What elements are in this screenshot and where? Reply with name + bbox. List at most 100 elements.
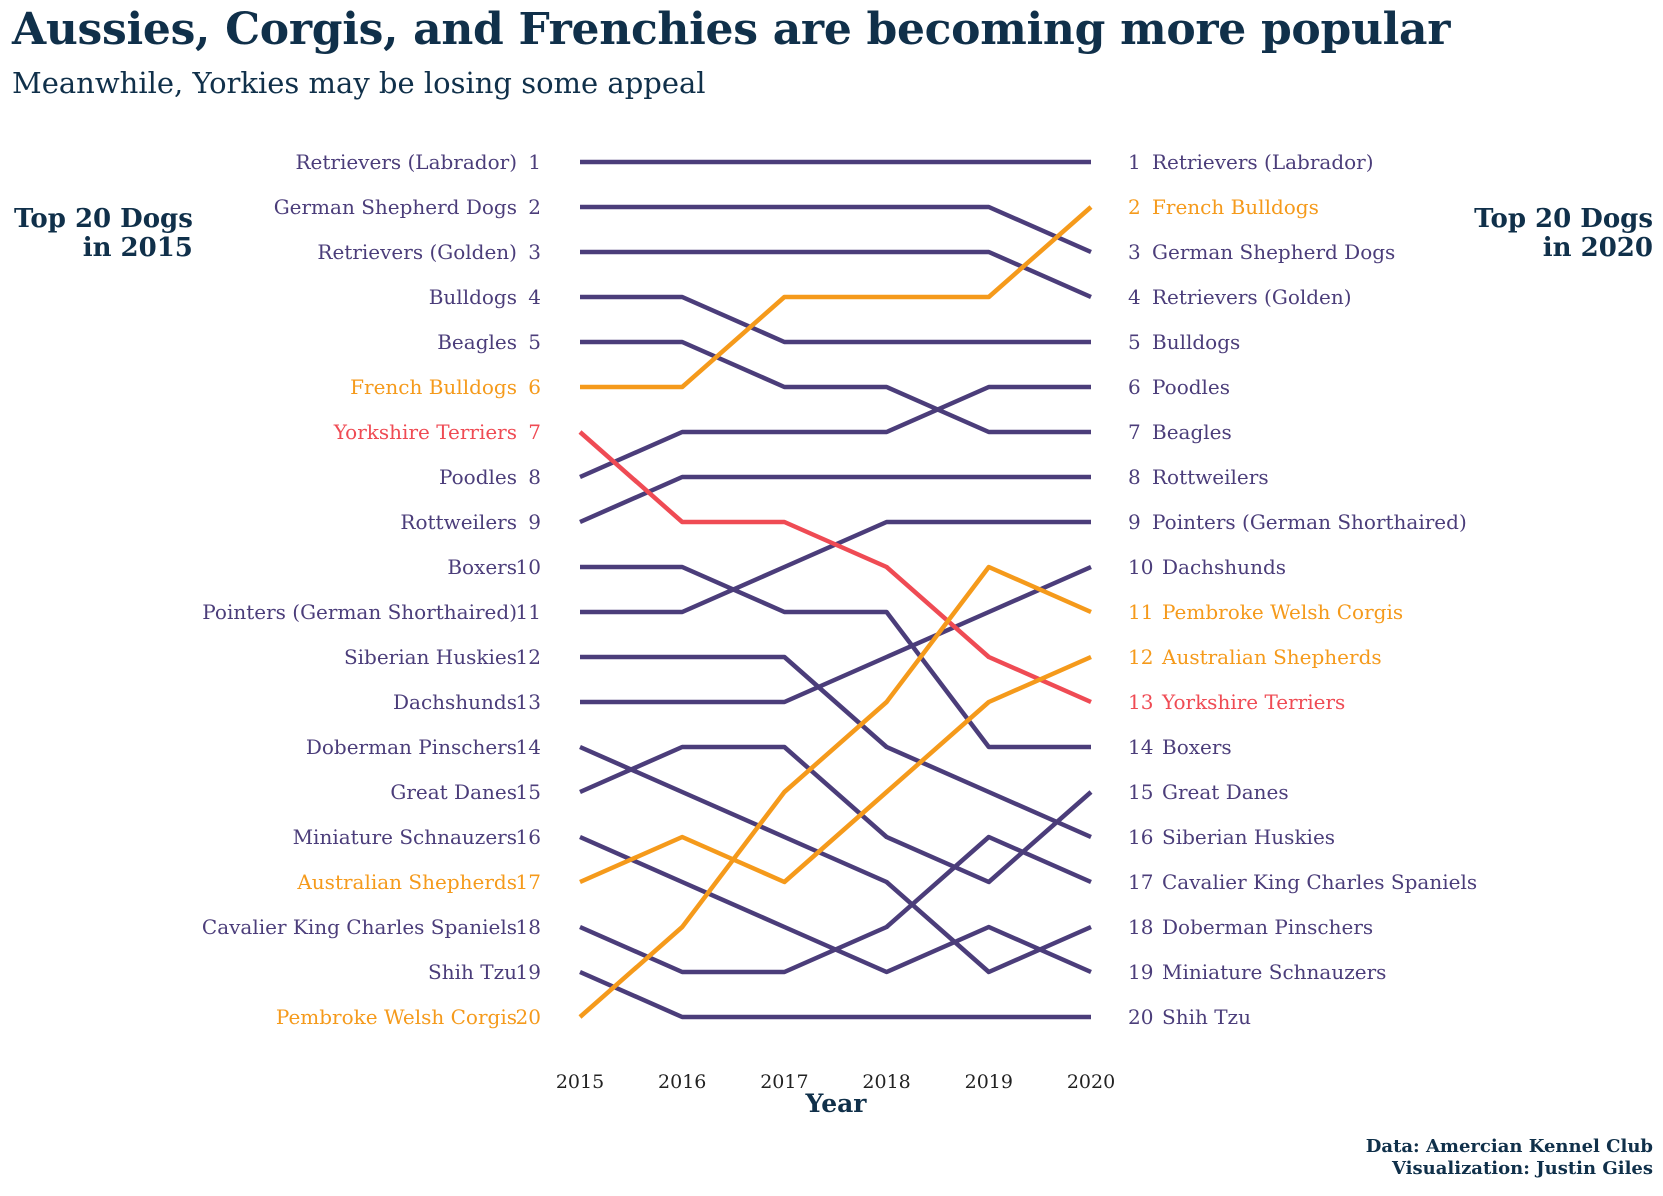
x-axis-ticks: 2015 2016 2017 2018 2019 2020 <box>556 1071 1115 1093</box>
right-label-french-bulldogs: French Bulldogs <box>1152 195 1319 219</box>
left-label-dachshunds: Dachshunds <box>393 690 517 714</box>
left-rank-4: 4 <box>528 285 541 309</box>
caption-credit: Visualization: Justin Giles <box>1392 1158 1653 1179</box>
series-line-poodles <box>579 384 1091 480</box>
right-label-yorkshire-terriers: Yorkshire Terriers <box>1161 690 1345 714</box>
right-rank-3: 3 <box>1128 240 1141 264</box>
left-label-poodles: Poodles <box>439 465 517 489</box>
x-tick-2017: 2017 <box>760 1071 808 1093</box>
left-rank-13: 13 <box>516 690 541 714</box>
left-rank-labels: Retrievers (Labrador) 1 German Shepherd Do… <box>202 150 541 1029</box>
series-line-boxers <box>580 564 1091 750</box>
left-rank-17: 17 <box>516 870 541 894</box>
left-label-siberian-huskies: Siberian Huskies <box>344 645 517 669</box>
series-line-doberman-pinschers <box>579 744 1092 975</box>
right-label-miniature-schnauzers: Miniature Schnauzers <box>1162 960 1386 984</box>
left-heading-line-2: in 2015 <box>82 233 193 263</box>
caption: Data: Amercian Kennel Club Visualization… <box>1366 1136 1653 1180</box>
series-line-pembroke-welsh-corgis <box>578 564 1092 1019</box>
right-rank-2: 2 <box>1128 195 1141 219</box>
series-line-retrievers-golden <box>580 249 1092 300</box>
right-rank-6: 6 <box>1128 375 1141 399</box>
left-rank-16: 16 <box>516 825 541 849</box>
left-label-german-shepherd-dogs: German Shepherd Dogs <box>274 195 517 219</box>
caption-source: Data: Amercian Kennel Club <box>1365 1136 1653 1157</box>
left-rank-9: 9 <box>528 510 541 534</box>
right-label-australian-shepherds: Australian Shepherds <box>1161 645 1382 669</box>
right-rank-12: 12 <box>1128 645 1153 669</box>
right-label-poodles: Poodles <box>1152 375 1230 399</box>
left-label-retrievers-labrador: Retrievers (Labrador) <box>295 150 517 174</box>
series-line-siberian-huskies <box>580 654 1092 840</box>
right-label-rottweilers: Rottweilers <box>1152 465 1269 489</box>
left-rank-15: 15 <box>516 780 541 804</box>
series-line-cavalier-king-charles-spaniels <box>579 834 1092 975</box>
left-rank-8: 8 <box>528 465 541 489</box>
right-label-bulldogs: Bulldogs <box>1152 330 1240 354</box>
right-rank-16: 16 <box>1128 825 1153 849</box>
right-label-german-shepherd-dogs: German Shepherd Dogs <box>1152 240 1395 264</box>
right-heading-line-2: in 2020 <box>1542 233 1653 263</box>
left-rank-14: 14 <box>516 735 541 759</box>
right-label-great-danes: Great Danes <box>1162 780 1289 804</box>
left-label-bulldogs: Bulldogs <box>429 285 517 309</box>
left-label-great-danes: Great Danes <box>390 780 517 804</box>
series-line-great-danes <box>579 744 1093 885</box>
series-line-german-shepherd-dogs <box>580 204 1092 255</box>
right-label-dachshunds: Dachshunds <box>1162 555 1286 579</box>
x-tick-2015: 2015 <box>556 1071 604 1093</box>
right-label-boxers: Boxers <box>1162 735 1232 759</box>
series-lines <box>578 159 1093 1020</box>
right-rank-11: 11 <box>1128 600 1153 624</box>
right-rank-15: 15 <box>1128 780 1153 804</box>
left-label-australian-shepherds: Australian Shepherds <box>296 870 517 894</box>
right-heading-line-1: Top 20 Dogs <box>1474 204 1653 234</box>
right-rank-14: 14 <box>1128 735 1153 759</box>
left-rank-6: 6 <box>528 375 541 399</box>
left-label-cavalier-king-charles-spaniels: Cavalier King Charles Spaniels <box>202 915 517 939</box>
right-rank-labels: 1 Retrievers (Labrador) 3 German Shepherd D… <box>1128 150 1477 1029</box>
series-line-french-bulldogs <box>580 205 1093 390</box>
left-rank-18: 18 <box>516 915 541 939</box>
chart-title: Aussies, Corgis, and Frenchies are becom… <box>12 4 1451 55</box>
left-label-beagles: Beagles <box>437 330 517 354</box>
right-rank-17: 17 <box>1128 870 1153 894</box>
right-rank-20: 20 <box>1128 1005 1153 1029</box>
right-rank-10: 10 <box>1128 555 1153 579</box>
right-rank-19: 19 <box>1128 960 1153 984</box>
x-tick-2020: 2020 <box>1067 1071 1115 1093</box>
left-rank-2: 2 <box>528 195 541 219</box>
right-rank-4: 4 <box>1128 285 1141 309</box>
left-rank-12: 12 <box>516 645 541 669</box>
left-rank-10: 10 <box>516 555 541 579</box>
right-rank-9: 9 <box>1128 510 1141 534</box>
left-rank-19: 19 <box>516 960 541 984</box>
x-axis-title: Year <box>805 1089 868 1118</box>
series-line-bulldogs <box>580 294 1091 345</box>
series-line-dachshunds <box>580 564 1092 705</box>
left-rank-3: 3 <box>528 240 541 264</box>
right-label-siberian-huskies: Siberian Huskies <box>1162 825 1335 849</box>
left-label-shih-tzu: Shih Tzu <box>428 960 517 984</box>
left-label-retrievers-golden: Retrievers (Golden) <box>317 240 517 264</box>
left-rank-1: 1 <box>528 150 541 174</box>
right-rank-5: 5 <box>1128 330 1141 354</box>
left-label-pointers-german-shorthaired: Pointers (German Shorthaired) <box>202 600 517 624</box>
left-label-pembroke-welsh-corgis: Pembroke Welsh Corgis <box>276 1005 517 1029</box>
left-label-yorkshire-terriers: Yorkshire Terriers <box>333 420 517 444</box>
right-label-doberman-pinschers: Doberman Pinschers <box>1162 915 1373 939</box>
left-label-french-bulldogs: French Bulldogs <box>350 375 517 399</box>
left-rank-20: 20 <box>516 1005 541 1029</box>
right-label-shih-tzu: Shih Tzu <box>1162 1005 1251 1029</box>
right-label-pembroke-welsh-corgis: Pembroke Welsh Corgis <box>1162 600 1403 624</box>
left-rank-11: 11 <box>516 600 541 624</box>
series-line-rottweilers <box>579 474 1091 525</box>
right-rank-7: 7 <box>1128 420 1141 444</box>
right-label-cavalier-king-charles-spaniels: Cavalier King Charles Spaniels <box>1162 870 1477 894</box>
right-label-retrievers-golden: Retrievers (Golden) <box>1152 285 1352 309</box>
left-label-rottweilers: Rottweilers <box>400 510 517 534</box>
series-line-beagles <box>580 339 1091 435</box>
x-tick-2016: 2016 <box>658 1071 706 1093</box>
right-label-retrievers-labrador: Retrievers (Labrador) <box>1152 150 1374 174</box>
left-rank-7: 7 <box>528 420 541 444</box>
